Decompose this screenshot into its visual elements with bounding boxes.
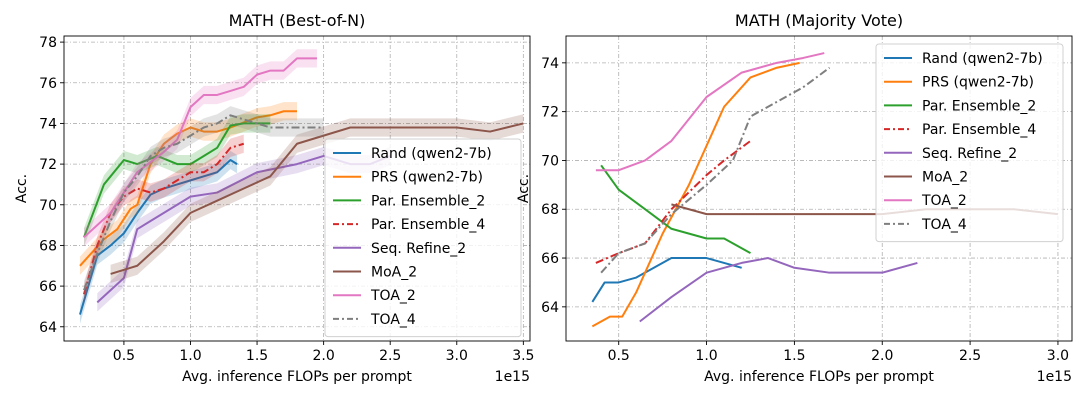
x-tick-label: 3.5: [512, 348, 534, 364]
legend-label: PRS (qwen2-7b): [371, 170, 483, 186]
x-tick-label: 2.0: [312, 348, 334, 364]
series-prs-qwen2-7b-: [591, 61, 800, 328]
series-toa-2: [83, 49, 317, 247]
legend-box: [324, 138, 522, 338]
series-line: [600, 66, 831, 274]
series-line: [639, 257, 918, 323]
axes-frame: [565, 35, 1073, 342]
y-tick-label: 66: [541, 251, 559, 267]
confidence-band: [83, 49, 317, 247]
confidence-band: [83, 106, 324, 300]
y-tick-label: 76: [39, 76, 57, 92]
chart-panel-1: 0.5 1.0 1.5 2.0 2.5 3.0 3.5 64 66 68 70 72 74 76 78 MAT…: [14, 11, 534, 385]
series-line: [600, 164, 751, 255]
x-tick-label: 2.5: [959, 348, 981, 364]
legend-label: TOA_2: [921, 193, 967, 209]
legend-box: [875, 43, 1064, 243]
y-tick-label: 64: [39, 320, 57, 336]
legend-label: Rand (qwen2-7b): [371, 146, 492, 162]
series-rand-qwen2-7b-: [591, 257, 742, 303]
legend-label: TOA_4: [921, 217, 967, 233]
series-toa-4: [600, 66, 831, 274]
y-tick-label: 78: [39, 35, 57, 51]
x-axis-label: Avg. inference FLOPs per prompt: [182, 369, 412, 385]
legend-label: Seq. Refine_2: [371, 241, 466, 257]
series-moa-2: [110, 114, 524, 284]
series-line: [591, 61, 800, 328]
series-toa-2: [595, 52, 825, 172]
y-axis-label: Acc.: [516, 174, 532, 203]
x-tick-label: 1.5: [246, 348, 268, 364]
series-par-ensemble-2: [83, 114, 271, 247]
x-tick-label: 1.5: [783, 348, 805, 364]
series-par-ensemble-2: [600, 164, 751, 255]
y-tick-label: 68: [39, 238, 57, 254]
x-offset-label: 1e15: [495, 369, 530, 385]
series-line: [595, 140, 752, 264]
legend-label: Par. Ensemble_2: [922, 98, 1036, 114]
legend-label: Rand (qwen2-7b): [922, 51, 1043, 67]
y-tick-label: 70: [39, 198, 57, 214]
series-line: [83, 114, 324, 291]
legend-label: PRS (qwen2-7b): [922, 75, 1034, 91]
x-offset-label: 1e15: [1037, 369, 1072, 385]
legend-label: Par. Ensemble_4: [371, 217, 485, 233]
legend: Rand (qwen2-7b) PRS (qwen2-7b) Par. Ensemb…: [875, 43, 1064, 243]
x-tick-label: 3.0: [1047, 348, 1069, 364]
series-line: [83, 122, 271, 238]
x-axis-label: Avg. inference FLOPs per prompt: [704, 369, 934, 385]
series-toa-4: [83, 106, 324, 300]
y-tick-label: 72: [541, 105, 559, 121]
series-line: [110, 122, 524, 275]
y-tick-label: 74: [39, 116, 57, 132]
confidence-band: [83, 134, 244, 304]
legend-label: Seq. Refine_2: [922, 146, 1017, 162]
y-tick-label: 74: [541, 56, 559, 72]
x-tick-label: 1.0: [179, 348, 201, 364]
x-tick-label: 2.0: [871, 348, 893, 364]
y-tick-label: 68: [541, 202, 559, 218]
x-tick-label: 2.5: [379, 348, 401, 364]
legend-label: TOA_4: [370, 312, 416, 328]
series-line: [83, 57, 317, 239]
y-tick-label: 64: [541, 300, 559, 316]
chart-title: MATH (Best-of-N): [229, 11, 366, 30]
legend-label: Par. Ensemble_2: [371, 193, 485, 209]
series-line: [591, 257, 742, 303]
legend-label: MoA_2: [922, 170, 968, 186]
axes-frame: [63, 35, 531, 342]
series-seq-refine-2: [639, 257, 918, 323]
legend-label: MoA_2: [371, 265, 417, 281]
series-line: [595, 52, 825, 172]
legend-label: TOA_2: [370, 288, 416, 304]
legend: Rand (qwen2-7b) PRS (qwen2-7b) Par. Ensemb…: [324, 138, 522, 338]
chart-panel-2: 0.5 1.0 1.5 2.0 2.5 3.0 64 66 68 70 72 74 MATH (Majo…: [516, 11, 1073, 385]
y-axis-label: Acc.: [14, 174, 30, 203]
series-line: [79, 110, 297, 267]
chart-title: MATH (Majority Vote): [735, 11, 903, 30]
y-tick-label: 70: [541, 153, 559, 169]
series-par-ensemble-4: [595, 140, 752, 264]
y-tick-label: 66: [39, 279, 57, 295]
x-tick-label: 0.5: [608, 348, 630, 364]
x-tick-label: 3.0: [446, 348, 468, 364]
x-tick-label: 1.0: [695, 348, 717, 364]
y-tick-label: 72: [39, 157, 57, 173]
confidence-band: [83, 114, 271, 247]
x-tick-label: 0.5: [113, 348, 135, 364]
legend-label: Par. Ensemble_4: [922, 122, 1036, 138]
